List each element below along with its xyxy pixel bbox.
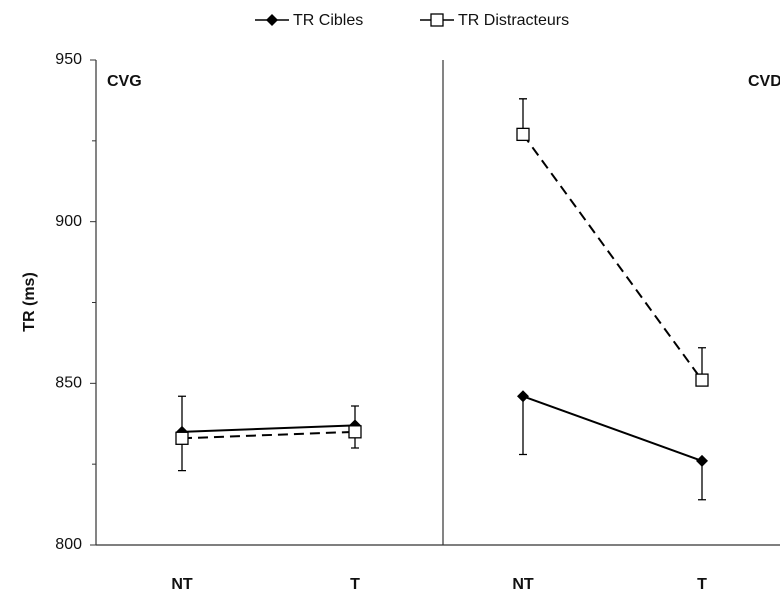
y-axis-label: TR (ms) [21, 272, 38, 332]
series-line [522, 395, 703, 462]
series-line [181, 430, 356, 440]
panel-title: CVG [107, 73, 142, 90]
x-tick-label: T [697, 576, 707, 593]
y-tick-label: 800 [55, 536, 82, 553]
x-tick-label: NT [171, 576, 193, 593]
point [696, 454, 708, 467]
legend-label: TR Distracteurs [458, 12, 569, 29]
series-line [522, 133, 703, 381]
error-bar [698, 460, 706, 501]
point [517, 390, 529, 403]
point [516, 127, 530, 142]
y-tick-label: 850 [55, 375, 82, 392]
y-tick-label: 950 [55, 51, 82, 68]
point [695, 373, 709, 387]
error-bar [519, 396, 527, 456]
point [175, 431, 189, 445]
x-tick-label: NT [512, 576, 534, 593]
panel-title: CVD [748, 73, 780, 90]
x-tick-label: T [350, 576, 360, 593]
point [348, 425, 362, 439]
y-tick-label: 900 [55, 213, 82, 230]
legend-marker [266, 14, 278, 26]
series-line [181, 424, 356, 433]
legend-label: TR Cibles [293, 12, 363, 29]
legend-marker [430, 13, 444, 27]
